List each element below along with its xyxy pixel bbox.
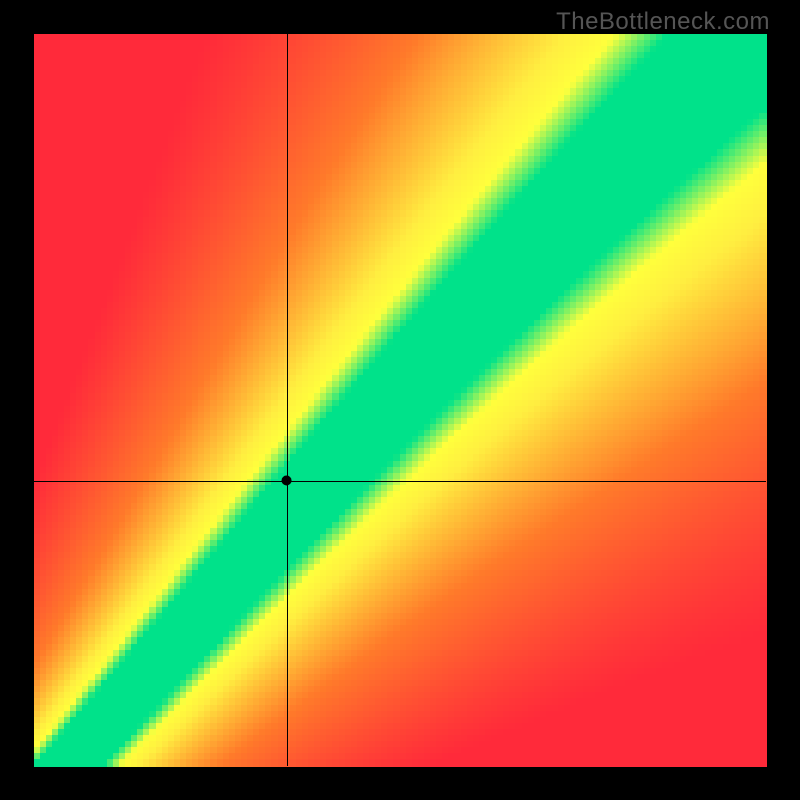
bottleneck-heatmap xyxy=(0,0,800,800)
watermark-text: TheBottleneck.com xyxy=(556,8,770,36)
chart-container: TheBottleneck.com xyxy=(0,0,800,800)
